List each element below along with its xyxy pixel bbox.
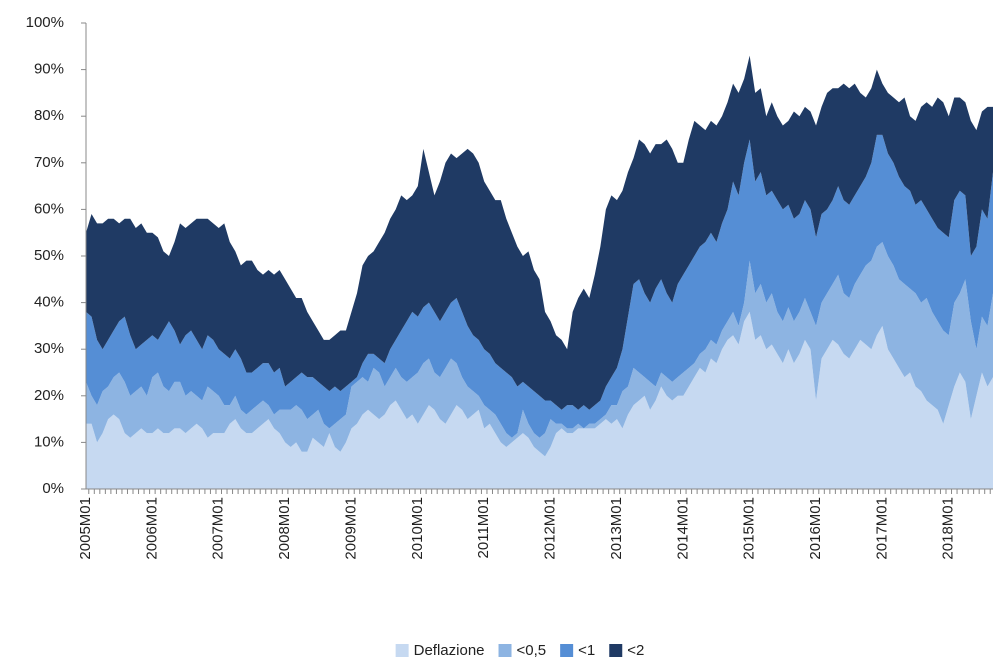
y-tick-label: 20% bbox=[34, 387, 64, 404]
y-tick-label: 40% bbox=[34, 294, 64, 311]
legend-swatch bbox=[498, 644, 512, 657]
legend-swatch bbox=[560, 644, 574, 657]
x-tick-label: 2007M01 bbox=[210, 497, 227, 560]
legend: Deflazione <0,5 <1 <2 bbox=[395, 642, 644, 659]
x-tick-label: 2006M01 bbox=[143, 497, 160, 560]
y-tick-label: 100% bbox=[26, 14, 64, 31]
x-tick-label: 2018M01 bbox=[940, 497, 957, 560]
x-tick-label: 2005M01 bbox=[77, 497, 94, 560]
x-tick-label: 2017M01 bbox=[873, 497, 890, 560]
x-tick-label: 2015M01 bbox=[741, 497, 758, 560]
x-ticks bbox=[88, 489, 991, 494]
x-tick-label: 2011M01 bbox=[475, 497, 492, 558]
y-tick-label: 80% bbox=[34, 107, 64, 124]
x-tick-label: 2013M01 bbox=[608, 497, 625, 560]
y-tick-label: 70% bbox=[34, 154, 64, 171]
x-tick-label: 2012M01 bbox=[542, 497, 559, 560]
x-tick-label: 2016M01 bbox=[807, 497, 824, 560]
area bbox=[86, 311, 993, 489]
area bbox=[86, 242, 993, 457]
x-tick-label: 2014M01 bbox=[674, 497, 691, 560]
y-tick-label: 60% bbox=[34, 200, 64, 217]
legend-swatch bbox=[609, 644, 623, 657]
y-tick-label: 10% bbox=[34, 433, 64, 450]
y-tick-label: 0% bbox=[42, 480, 64, 497]
legend-label: <1 bbox=[578, 642, 595, 659]
y-tick-label: 30% bbox=[34, 340, 64, 357]
area bbox=[86, 55, 993, 410]
x-tick-label: 2008M01 bbox=[276, 497, 293, 560]
x-tick-label: 2010M01 bbox=[409, 497, 426, 560]
x-tick-label: 2009M01 bbox=[342, 497, 359, 560]
y-tick-label: 50% bbox=[34, 247, 64, 264]
legend-label: <0,5 bbox=[517, 642, 547, 659]
legend-swatch bbox=[395, 644, 409, 657]
legend-label: <2 bbox=[627, 642, 644, 659]
area bbox=[86, 134, 993, 438]
y-tick-label: 90% bbox=[34, 61, 64, 78]
legend-label: Deflazione bbox=[414, 642, 485, 659]
